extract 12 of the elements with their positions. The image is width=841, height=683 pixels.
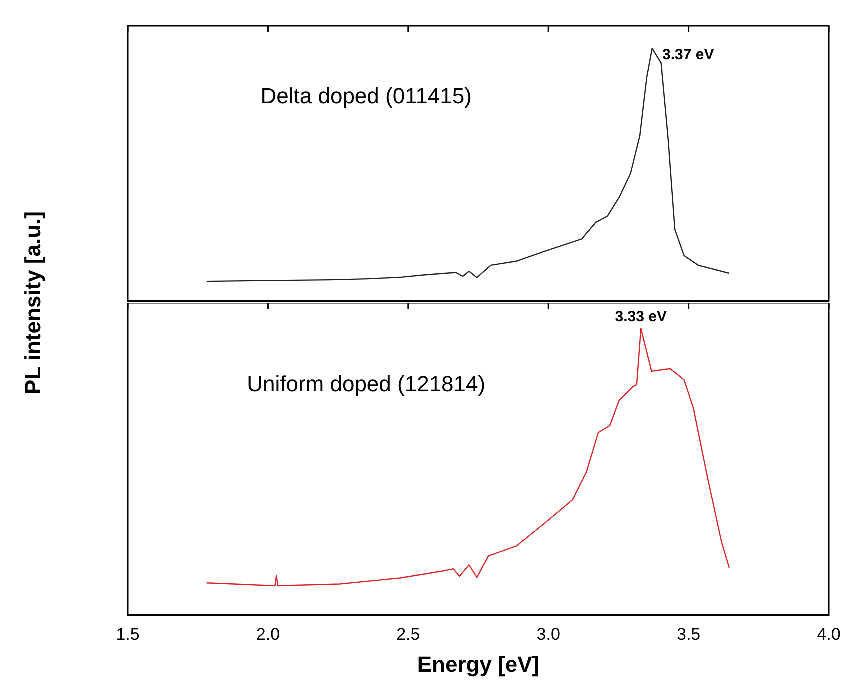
x-tick-label: 2.0 <box>256 625 280 644</box>
text: Delta doped (011415) <box>260 84 472 109</box>
text: Uniform doped (121814) <box>247 372 486 397</box>
x-tick-label: 4.0 <box>817 625 841 644</box>
x-tick-label: 1.5 <box>116 625 140 644</box>
annotation: 3.33 eV <box>615 308 667 326</box>
x-tick-label: 3.5 <box>676 625 701 644</box>
annotation: 3.37 eV <box>662 46 714 64</box>
x-tick-label: 2.5 <box>396 625 420 644</box>
y-axis-title: PL intensity [a.u.] <box>20 212 46 394</box>
x-axis-title: Energy [eV] <box>417 652 540 677</box>
x-tick-label: 3.0 <box>536 625 560 644</box>
